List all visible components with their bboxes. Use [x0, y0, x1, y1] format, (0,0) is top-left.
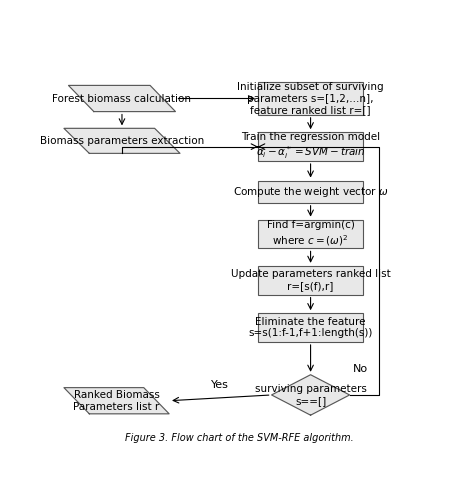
- Polygon shape: [64, 388, 169, 414]
- Bar: [258, 132, 363, 161]
- Text: Yes: Yes: [212, 380, 229, 390]
- Polygon shape: [64, 128, 180, 154]
- Text: Figure 3. Flow chart of the SVM-RFE algorithm.: Figure 3. Flow chart of the SVM-RFE algo…: [125, 433, 354, 443]
- Polygon shape: [271, 374, 350, 415]
- Text: Train the regression model
$\alpha_i - \alpha_i^* = SVM - train$: Train the regression model $\alpha_i - \…: [241, 132, 380, 161]
- Bar: [258, 180, 363, 203]
- Text: Update parameters ranked list
r=[s(f),r]: Update parameters ranked list r=[s(f),r]: [231, 270, 390, 291]
- Text: surviving parameters
s==[]: surviving parameters s==[]: [255, 384, 366, 406]
- Text: No: No: [353, 364, 368, 374]
- Bar: [258, 313, 363, 342]
- Text: Initialize subset of surviving
parameters s=[1,2,...n],
feature ranked list r=[]: Initialize subset of surviving parameter…: [237, 82, 384, 115]
- Text: Ranked Biomass
Parameters list r: Ranked Biomass Parameters list r: [73, 390, 160, 411]
- Bar: [258, 220, 363, 248]
- Bar: [258, 82, 363, 115]
- Text: Biomass parameters extraction: Biomass parameters extraction: [40, 136, 204, 146]
- Text: Forest biomass calculation: Forest biomass calculation: [52, 94, 191, 104]
- Polygon shape: [68, 86, 176, 112]
- Text: Find f=argmin(c)
where $c = (\omega)^2$: Find f=argmin(c) where $c = (\omega)^2$: [267, 220, 355, 248]
- Text: Compute the weight vector $\omega$: Compute the weight vector $\omega$: [233, 184, 388, 198]
- Bar: [258, 266, 363, 294]
- Text: Eliminate the feature
s=s(1:f-1,f+1:length(s)): Eliminate the feature s=s(1:f-1,f+1:leng…: [249, 317, 373, 338]
